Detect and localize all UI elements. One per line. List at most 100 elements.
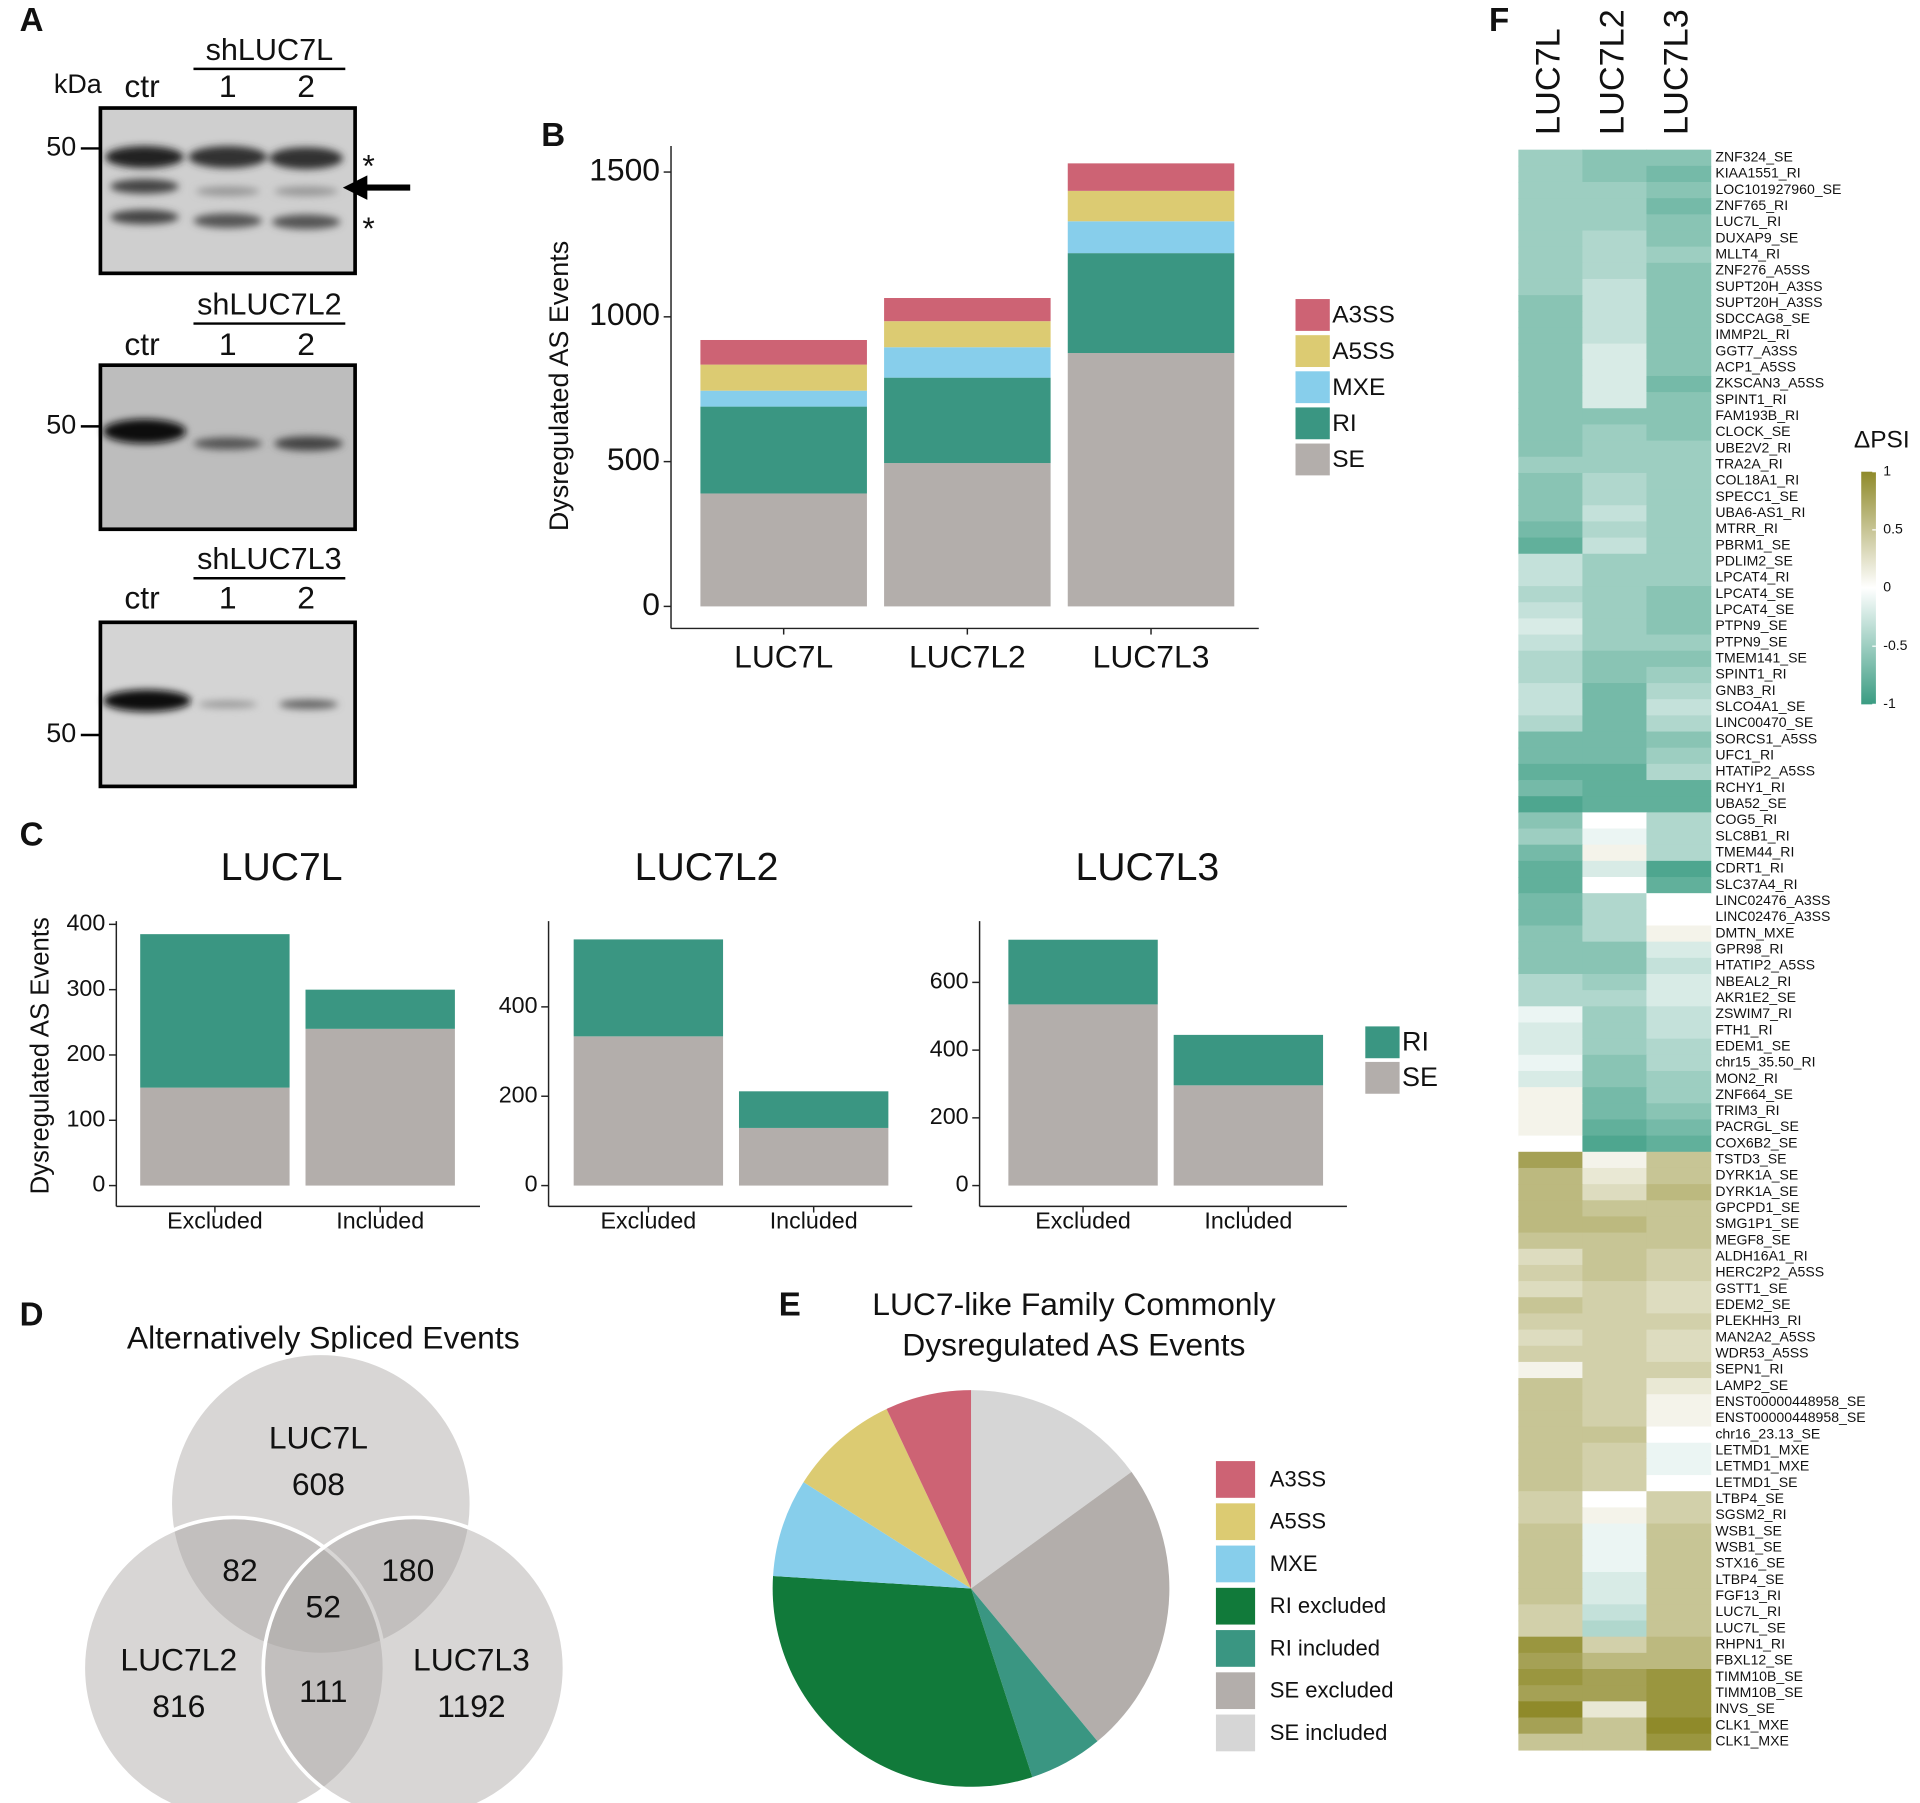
heatmap-cell bbox=[1646, 165, 1712, 183]
lane-label: ctr bbox=[124, 580, 160, 616]
region-value: 82 bbox=[222, 1552, 257, 1588]
lane-label: 1 bbox=[219, 68, 237, 104]
row-label: DYRK1A_SE bbox=[1715, 1167, 1798, 1183]
bar-segment bbox=[1067, 353, 1235, 607]
row-label: SMG1P1_SE bbox=[1715, 1215, 1799, 1231]
y-tick-label: 200 bbox=[930, 1103, 969, 1129]
row-label: FTH1_RI bbox=[1715, 1021, 1772, 1037]
heatmap-cell bbox=[1646, 828, 1712, 846]
legend-swatch bbox=[1215, 1587, 1256, 1625]
heatmap-cell bbox=[1518, 1604, 1584, 1622]
row-label: EDEM1_SE bbox=[1715, 1037, 1790, 1053]
row-label: PLEKHH3_RI bbox=[1715, 1312, 1801, 1328]
heatmap-cell bbox=[1582, 1232, 1648, 1250]
heatmap-cell bbox=[1646, 327, 1712, 345]
heatmap-cell bbox=[1646, 1151, 1712, 1169]
heatmap-cell bbox=[1518, 1135, 1584, 1153]
row-label: LETMD1_MXE bbox=[1715, 1458, 1809, 1474]
heatmap-cell bbox=[1582, 1733, 1648, 1751]
heatmap-cell bbox=[1518, 1475, 1584, 1492]
row-label: WDR53_A5SS bbox=[1715, 1345, 1808, 1361]
heatmap-cell bbox=[1518, 1378, 1584, 1395]
asterisk: * bbox=[362, 147, 374, 183]
region-value: 180 bbox=[381, 1552, 434, 1588]
heatmap-cell bbox=[1518, 1184, 1584, 1202]
heatmap-cell bbox=[1518, 1232, 1584, 1250]
heatmap-cell bbox=[1582, 1038, 1648, 1056]
heatmap-cell bbox=[1646, 1200, 1712, 1218]
heatmap-cell bbox=[1518, 1119, 1584, 1137]
bar-segment bbox=[1008, 1004, 1158, 1186]
heatmap-cell bbox=[1646, 796, 1712, 814]
heatmap-cell bbox=[1518, 1539, 1584, 1557]
heatmap-cell bbox=[1518, 1087, 1584, 1105]
row-label: RHPN1_RI bbox=[1715, 1635, 1785, 1651]
heatmap-cell bbox=[1582, 780, 1648, 797]
legend-swatch bbox=[1215, 1545, 1256, 1583]
heatmap-cell bbox=[1518, 521, 1584, 539]
legend-label: A5SS bbox=[1332, 338, 1395, 365]
heatmap-cell bbox=[1582, 1297, 1648, 1315]
bar-segment bbox=[305, 989, 455, 1029]
heatmap-cell bbox=[1518, 780, 1584, 797]
heatmap-cell bbox=[1518, 489, 1584, 506]
heatmap-cell bbox=[1518, 424, 1584, 442]
heatmap-cell bbox=[1646, 1345, 1712, 1363]
legend-swatch bbox=[1365, 1026, 1400, 1059]
heatmap-cell bbox=[1582, 1410, 1648, 1428]
heatmap-cell bbox=[1518, 844, 1584, 862]
row-label: SLC37A4_RI bbox=[1715, 876, 1797, 892]
set-label: LUC7L bbox=[269, 1420, 368, 1456]
heatmap-cell bbox=[1518, 747, 1584, 765]
row-label: IMMP2L_RI bbox=[1715, 326, 1789, 342]
row-label: LAMP2_SE bbox=[1715, 1377, 1788, 1393]
heatmap-cell bbox=[1646, 262, 1712, 280]
heatmap-cell bbox=[1582, 1345, 1648, 1363]
heatmap-cell bbox=[1582, 860, 1648, 878]
heatmap-cell bbox=[1518, 1070, 1584, 1088]
legend-label: SE bbox=[1332, 446, 1365, 473]
x-tick-label: Included bbox=[1204, 1207, 1292, 1233]
panel-title: LUC7L3 bbox=[1075, 846, 1219, 889]
row-label: RCHY1_RI bbox=[1715, 779, 1785, 795]
heatmap-cell bbox=[1518, 828, 1584, 846]
heatmap-cell bbox=[1518, 1329, 1584, 1347]
heatmap-cell bbox=[1518, 262, 1584, 280]
heatmap-cell bbox=[1582, 1620, 1648, 1638]
heatmap-cell bbox=[1646, 149, 1712, 167]
heatmap-cell bbox=[1646, 1135, 1712, 1153]
heatmap-cell bbox=[1518, 198, 1584, 216]
heatmap-cell bbox=[1582, 1507, 1648, 1525]
row-label: STX16_SE bbox=[1715, 1555, 1785, 1571]
bar-segment bbox=[700, 493, 867, 607]
heatmap-cell bbox=[1582, 537, 1648, 555]
heatmap-cell bbox=[1518, 1361, 1584, 1379]
row-label: LUC7L_SE bbox=[1715, 1619, 1785, 1635]
bar-segment bbox=[738, 1127, 889, 1186]
row-label: ZNF276_A5SS bbox=[1715, 262, 1810, 278]
heatmap-cell bbox=[1582, 1281, 1648, 1298]
row-label: GSTT1_SE bbox=[1715, 1280, 1787, 1296]
heatmap-cell bbox=[1518, 214, 1584, 232]
bar-segment bbox=[573, 939, 724, 1037]
row-label: PACRGL_SE bbox=[1715, 1118, 1798, 1134]
row-label: COG5_RI bbox=[1715, 811, 1777, 827]
blot-title: shLUC7L2 bbox=[197, 287, 342, 321]
row-label: LPCAT4_SE bbox=[1715, 601, 1794, 617]
heatmap-cell bbox=[1582, 440, 1648, 458]
heatmap-cell bbox=[1646, 1652, 1712, 1670]
y-tick-label: 0 bbox=[956, 1171, 969, 1197]
heatmap-cell bbox=[1582, 1151, 1648, 1169]
x-tick-label: LUC7L3 bbox=[1093, 638, 1210, 674]
panel-label: F bbox=[1489, 2, 1509, 39]
heatmap-cell bbox=[1646, 1717, 1712, 1735]
heatmap-cell bbox=[1518, 683, 1584, 700]
region-value: 816 bbox=[152, 1688, 205, 1724]
heatmap-cell bbox=[1646, 1329, 1712, 1347]
heatmap-cell bbox=[1646, 1604, 1712, 1622]
row-label: PDLIM2_SE bbox=[1715, 553, 1792, 569]
heatmap-cell bbox=[1582, 1491, 1648, 1509]
row-label: GPCPD1_SE bbox=[1715, 1199, 1800, 1215]
heatmap-cell bbox=[1582, 1022, 1648, 1040]
heatmap-cell bbox=[1518, 1620, 1584, 1638]
